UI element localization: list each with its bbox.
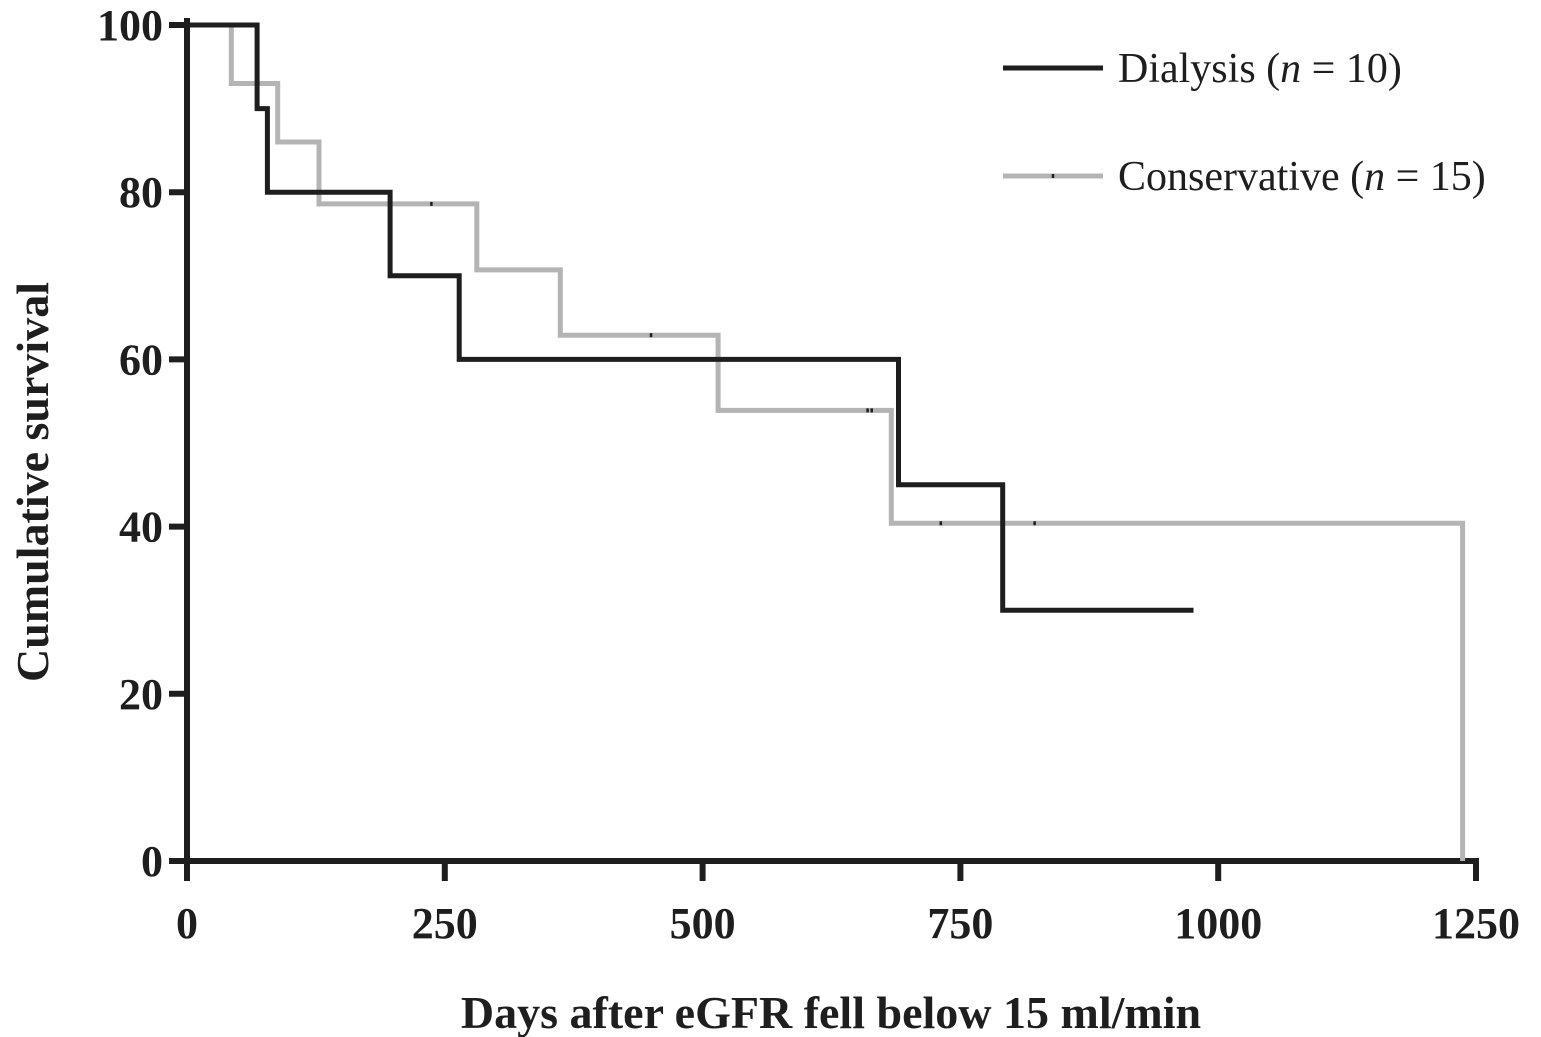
x-tick-label: 1250 [1432, 899, 1520, 948]
x-tick-label: 0 [176, 899, 198, 948]
y-tick-label: 0 [141, 837, 163, 886]
y-tick-label: 100 [97, 1, 163, 50]
series-layer [187, 22, 1466, 861]
x-axis-title: Days after eGFR fell below 15 ml/min [461, 987, 1201, 1037]
y-tick-label: 20 [119, 670, 163, 719]
x-tick-label: 750 [927, 899, 993, 948]
legend-label-dialysis: Dialysis (n = 10) [1118, 46, 1402, 92]
y-tick-label: 40 [119, 503, 163, 552]
y-tick-label: 60 [119, 335, 163, 384]
y-tick-label: 80 [119, 168, 163, 217]
legend: Dialysis (n = 10) Conservative (n = 15) [1003, 46, 1486, 200]
series-line-conservative [187, 22, 1466, 861]
axes [184, 18, 1479, 864]
series-line-dialysis [187, 22, 1194, 613]
y-axis-title: Cumulative survival [7, 282, 58, 682]
legend-label-conservative: Conservative (n = 15) [1118, 154, 1486, 200]
x-tick-label: 1000 [1174, 899, 1262, 948]
x-tick-label: 250 [412, 899, 478, 948]
x-tick-label: 500 [670, 899, 736, 948]
